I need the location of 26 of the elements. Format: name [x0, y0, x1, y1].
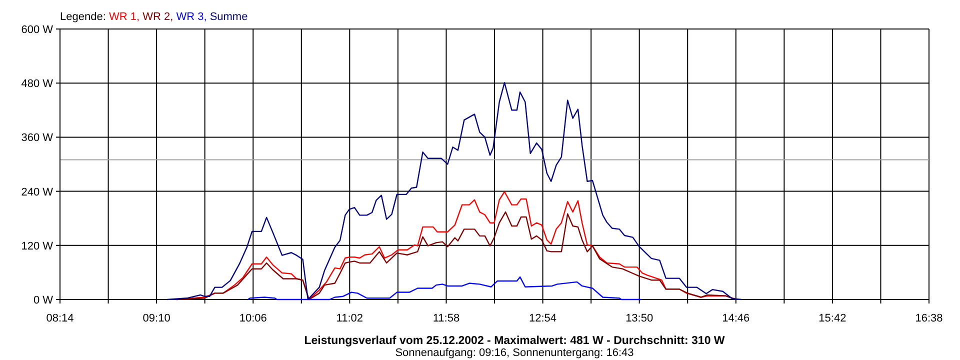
x-tick-label: 16:38: [915, 312, 943, 324]
x-tick-label: 14:46: [722, 312, 750, 324]
line-series: [166, 82, 742, 300]
y-tick-label: 480 W: [21, 78, 54, 90]
x-tick-label: 09:10: [142, 312, 170, 324]
y-tick-label: 600 W: [21, 24, 54, 36]
line-series: [176, 211, 737, 300]
text: WR 1,: [108, 11, 143, 23]
y-tick-label: 360 W: [21, 132, 54, 144]
x-tick-label: 11:02: [336, 312, 364, 324]
x-tick-label: 10:06: [239, 312, 267, 324]
x-tick-label: 11:58: [432, 312, 460, 324]
x-tick-label: 13:50: [626, 312, 654, 324]
text: Summe: [210, 11, 248, 23]
text: WR 3,: [176, 11, 210, 23]
y-tick-label: 0 W: [33, 294, 54, 306]
text: WR 2,: [142, 11, 176, 23]
y-tick-label: 240 W: [21, 186, 54, 198]
line-series: [247, 276, 642, 300]
x-tick-label: 15:42: [818, 312, 846, 324]
text: Leistungsverlauf vom 25.12.2002 - Maximalwert: 481 W - Durchschnitt: 310 W: [304, 335, 725, 347]
legend-title: Legende:: [60, 11, 109, 23]
x-tick-label: 08:14: [46, 312, 74, 324]
x-tick-label: 12:54: [529, 312, 557, 324]
text: Sonnenaufgang: 09:16, Sonnenuntergang: 16:43: [395, 347, 634, 359]
y-tick-label: 120 W: [21, 240, 54, 252]
